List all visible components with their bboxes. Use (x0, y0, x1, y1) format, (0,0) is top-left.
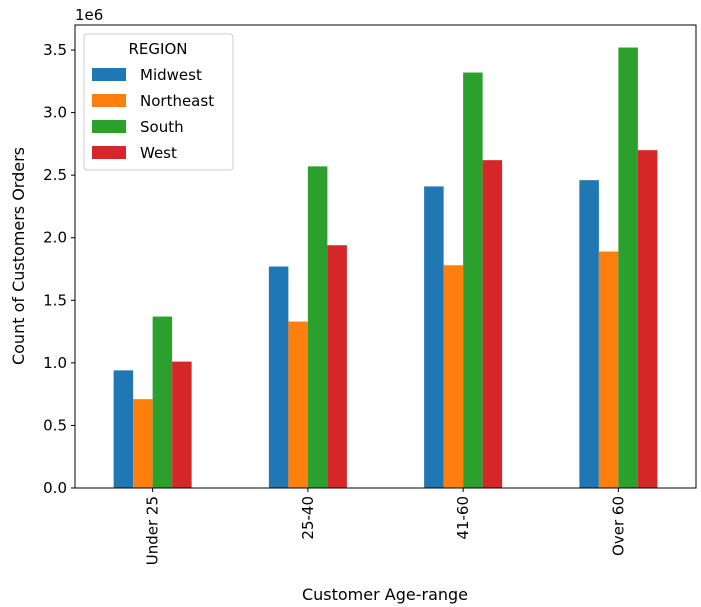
y-tick-label: 2.0 (43, 229, 67, 247)
bar-northeast-under-25 (133, 399, 153, 488)
bar-northeast-over-60 (598, 251, 619, 488)
bar-midwest-41-60 (424, 186, 444, 489)
bar-west-25-40 (327, 245, 347, 488)
x-axis-label: Customer Age-range (302, 585, 468, 604)
y-axis-label: Count of Customers Orders (9, 147, 28, 365)
legend-label-south: South (140, 118, 184, 136)
y-tick-label: 3.0 (43, 104, 67, 122)
bar-midwest-under-25 (113, 370, 134, 488)
bar-west-41-60 (482, 160, 503, 488)
bar-west-over-60 (637, 150, 658, 488)
bar-west-under-25 (172, 361, 192, 488)
bar-south-25-40 (307, 166, 328, 488)
axes-frame (74, 24, 697, 489)
legend-swatch-midwest (92, 68, 126, 81)
x-tick-label: Under 25 (144, 496, 162, 565)
y-tick-label: 1.0 (43, 354, 67, 372)
legend: REGION Midwest Northeast South West (83, 33, 234, 171)
y-tick-label: 2.5 (43, 166, 67, 184)
bar-south-over-60 (618, 47, 638, 489)
y-axis-ticks: 0.0 0.5 1.0 1.5 2.0 2.5 3.0 3.5 (43, 41, 75, 497)
legend-label-midwest: Midwest (140, 66, 202, 84)
legend-swatch-northeast (92, 94, 126, 107)
legend-label-northeast: Northeast (140, 92, 214, 110)
x-axis-ticks: Under 25 25-40 41-60 Over 60 (144, 488, 627, 565)
y-tick-label: 0.5 (43, 416, 67, 434)
bar-midwest-over-60 (579, 180, 599, 489)
y-tick-label: 0.0 (43, 479, 67, 497)
bar-south-under-25 (152, 316, 173, 488)
legend-label-west: West (140, 144, 177, 162)
x-tick-label: 25-40 (299, 496, 317, 540)
legend-swatch-west (92, 146, 126, 159)
x-tick-label: Over 60 (609, 496, 627, 556)
legend-title: REGION (129, 40, 188, 58)
legend-swatch-south (92, 120, 126, 133)
x-tick-label: 41-60 (454, 496, 472, 540)
bar-northeast-25-40 (288, 321, 308, 488)
y-tick-label: 3.5 (43, 41, 67, 59)
bars-group (113, 47, 658, 489)
bar-south-41-60 (463, 72, 483, 489)
y-offset-text: 1e6 (75, 6, 103, 24)
y-tick-label: 1.5 (43, 291, 67, 309)
bar-northeast-41-60 (443, 265, 464, 488)
bar-midwest-25-40 (268, 266, 289, 488)
